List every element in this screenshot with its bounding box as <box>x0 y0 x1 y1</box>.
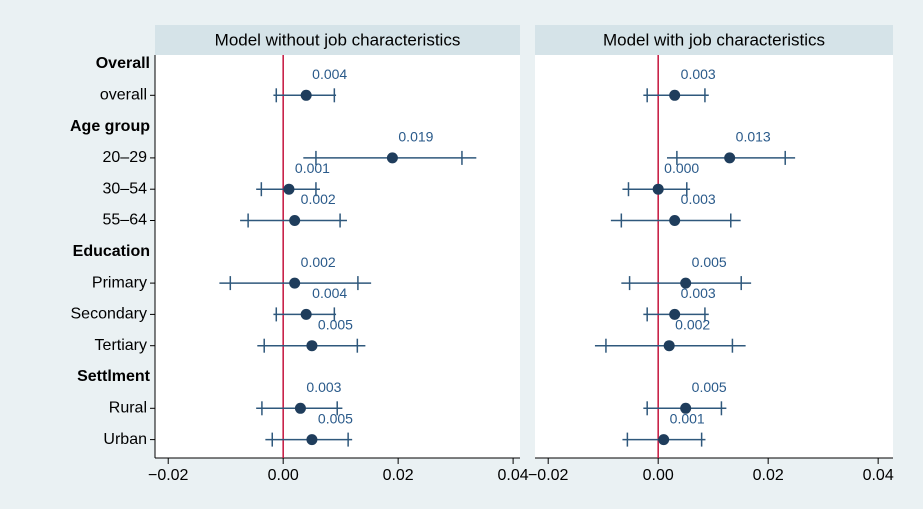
value-label: 0.002 <box>301 191 336 207</box>
estimate-point <box>300 89 312 101</box>
x-tick-label: 0.04 <box>498 467 529 484</box>
estimate-point <box>680 402 692 414</box>
row-label: Tertiary <box>95 337 147 354</box>
value-label: 0.019 <box>398 129 433 145</box>
group-header: Overall <box>96 55 150 72</box>
row-label: Urban <box>103 431 147 448</box>
value-label: 0.000 <box>664 160 699 176</box>
row-label: overall <box>100 87 147 104</box>
value-label: 0.003 <box>681 66 716 82</box>
value-label: 0.005 <box>692 379 727 395</box>
estimate-point <box>306 340 318 352</box>
row-label: 20–29 <box>103 149 148 166</box>
estimate-point <box>658 434 670 446</box>
value-label: 0.003 <box>681 191 716 207</box>
estimate-point <box>300 308 312 320</box>
value-label: 0.013 <box>736 129 771 145</box>
x-tick-label: −0.02 <box>148 467 189 484</box>
value-label: 0.001 <box>670 410 705 426</box>
estimate-point <box>289 277 301 289</box>
value-label: 0.001 <box>295 160 330 176</box>
value-label: 0.002 <box>301 254 336 270</box>
x-tick-label: 0.02 <box>753 467 784 484</box>
row-label: 55–64 <box>103 212 148 229</box>
estimate-point <box>680 277 692 289</box>
value-label: 0.004 <box>312 285 347 301</box>
x-tick-label: −0.02 <box>528 467 569 484</box>
row-label: Rural <box>109 400 147 417</box>
row-label: 30–54 <box>103 180 148 197</box>
value-label: 0.003 <box>681 285 716 301</box>
estimate-point <box>289 215 301 226</box>
estimate-point <box>294 402 306 414</box>
plot-area <box>155 55 520 458</box>
row-label: Secondary <box>71 306 148 323</box>
estimate-point <box>283 183 295 195</box>
x-tick-label: 0.02 <box>383 467 414 484</box>
group-header: Settlment <box>77 368 151 385</box>
estimate-point <box>306 434 318 446</box>
x-tick-label: 0.04 <box>863 467 894 484</box>
estimate-point <box>669 215 681 226</box>
estimate-point <box>386 152 398 164</box>
value-label: 0.003 <box>306 379 341 395</box>
value-label: 0.004 <box>312 66 347 82</box>
value-label: 0.002 <box>675 316 710 332</box>
estimate-point <box>669 308 681 320</box>
plot-area <box>535 55 893 458</box>
panel-header <box>535 25 893 55</box>
group-header: Education <box>73 243 150 260</box>
estimate-point <box>663 340 675 352</box>
x-tick-label: 0.00 <box>268 467 299 484</box>
row-label: Primary <box>92 274 147 291</box>
group-header: Age group <box>70 118 150 135</box>
panel-title: Model without job characteristics <box>215 30 461 49</box>
estimate-point <box>652 183 664 195</box>
value-label: 0.005 <box>318 410 353 426</box>
estimate-point <box>669 89 681 101</box>
value-label: 0.005 <box>692 254 727 270</box>
value-label: 0.005 <box>318 316 353 332</box>
estimate-point <box>724 152 736 164</box>
panel-title: Model with job characteristics <box>603 30 825 49</box>
x-tick-label: 0.00 <box>643 467 674 484</box>
panel-header <box>155 25 520 55</box>
